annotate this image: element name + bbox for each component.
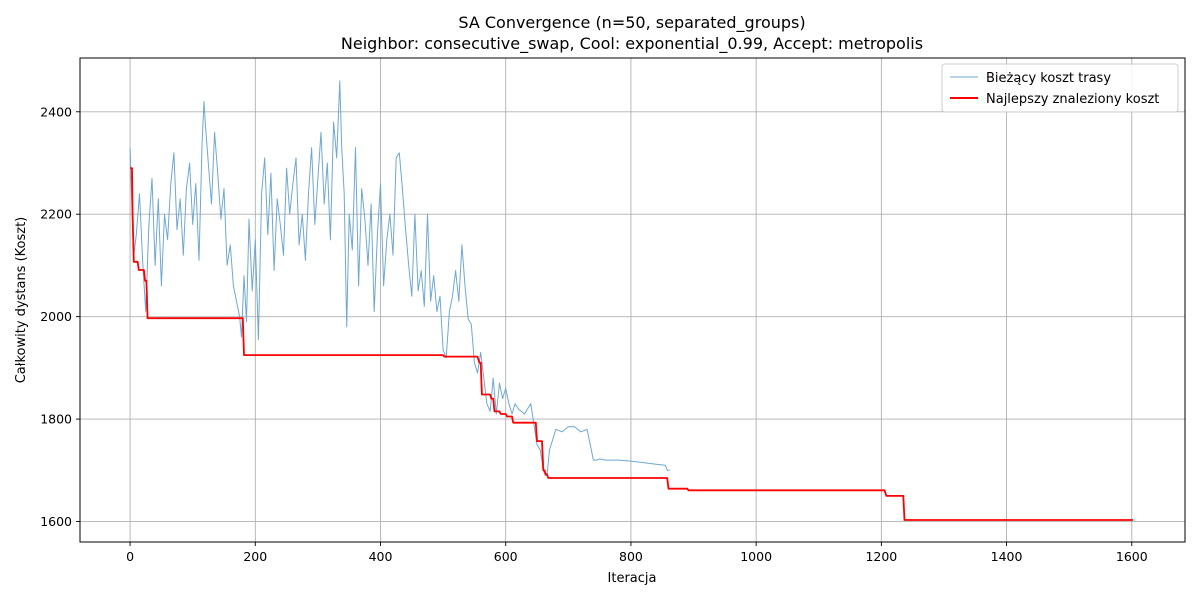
chart-title: SA Convergence (n=50, separated_groups)	[458, 13, 805, 33]
chart-subtitle: Neighbor: consecutive_swap, Cool: expone…	[341, 34, 923, 54]
legend-label-current-cost: Bieżący koszt trasy	[986, 71, 1111, 86]
x-tick-label: 400	[369, 549, 393, 564]
legend: Bieżący koszt trasy Najlepszy znaleziony…	[941, 63, 1179, 113]
x-tick-label: 1200	[865, 549, 897, 564]
series-layer	[129, 80, 1133, 521]
legend-box	[941, 63, 1179, 113]
x-tick-label: 800	[619, 549, 643, 564]
y-tick-label: 2400	[40, 104, 72, 119]
y-tick-label: 1600	[40, 514, 72, 529]
y-tick-label: 1800	[40, 412, 72, 427]
axis-ticks: 0 200 400 600 800 1000 1200 1400 1600 1600 1800 200…	[40, 104, 1148, 564]
x-tick-label: 200	[243, 549, 267, 564]
x-tick-label: 600	[494, 549, 518, 564]
x-tick-label: 1400	[991, 549, 1023, 564]
plot-area-frame	[79, 57, 1186, 543]
legend-label-best-cost: Najlepszy znaleziony koszt	[986, 92, 1159, 107]
best-cost-line	[130, 167, 1133, 521]
y-tick-label: 2200	[40, 207, 72, 222]
y-tick-label: 2000	[40, 309, 72, 324]
current-cost-line	[129, 80, 670, 476]
x-tick-label: 0	[126, 549, 134, 564]
y-axis-label: Całkowity dystans (Koszt)	[14, 217, 29, 384]
x-axis-label: Iteracja	[608, 571, 657, 586]
x-tick-label: 1000	[740, 549, 772, 564]
x-tick-label: 1600	[1116, 549, 1148, 564]
